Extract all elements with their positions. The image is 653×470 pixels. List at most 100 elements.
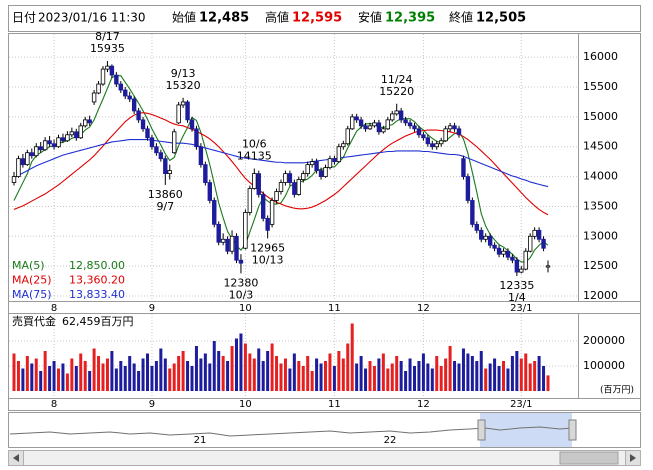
y-tick-label: 13500 [583, 199, 618, 212]
candle-body [296, 179, 301, 195]
volume-bar [475, 361, 479, 391]
candle-body [118, 83, 123, 91]
volume-bar [186, 361, 190, 391]
candle-body [470, 200, 475, 225]
candle-body [519, 268, 524, 273]
annotation-date: 10/3 [229, 288, 254, 301]
x-tick-label: 11 [328, 399, 341, 410]
scroll-thumb[interactable] [559, 451, 619, 465]
volume-bar [502, 361, 505, 391]
volume-bar [181, 351, 185, 391]
candle-body [20, 158, 26, 166]
candle-body [154, 146, 159, 154]
y-tick-label: 14000 [583, 170, 618, 183]
volume-bar [257, 348, 261, 391]
volume-bar [453, 361, 457, 391]
volume-bar [163, 358, 167, 391]
annotation-date: 9/7 [156, 200, 174, 213]
volume-bar [359, 356, 363, 391]
volume-bar [177, 356, 181, 391]
candle-body [505, 250, 511, 258]
navigator-label: 22 [384, 435, 397, 446]
annotation-value: 15220 [379, 85, 414, 98]
header-item-label: 始値 [172, 10, 196, 25]
navigator-handle[interactable] [477, 419, 486, 441]
volume-bar [381, 353, 385, 391]
candle-body [341, 143, 346, 148]
candle-body [114, 74, 119, 85]
volume-bar [61, 363, 65, 391]
candle-body [483, 235, 488, 240]
candle-body [376, 122, 382, 133]
volume-bar [123, 366, 127, 391]
navigator-selection[interactable] [480, 413, 572, 447]
candle-body [65, 134, 70, 142]
volume-bar [110, 351, 114, 391]
volume-bar [12, 353, 16, 391]
candle-body [176, 104, 181, 124]
volume-bar [444, 358, 448, 391]
volume-bar [172, 363, 176, 391]
volume-bar [306, 356, 310, 391]
candle-body [407, 122, 413, 127]
volume-bar [65, 373, 69, 391]
annotation-value: 14135 [237, 150, 272, 163]
candle-body [532, 229, 537, 237]
volume-bar [515, 351, 519, 391]
header-item-value: 12,505 [476, 11, 526, 26]
scrollbar[interactable] [8, 450, 641, 466]
volume-bar [16, 361, 20, 391]
candle-body [158, 152, 164, 160]
volume-bar [506, 368, 510, 391]
candle-body [243, 212, 248, 249]
candle-body [47, 140, 52, 145]
candle-body [416, 128, 422, 136]
y-tick-label: 12000 [583, 289, 618, 302]
volume-axis-unit: (百万円) [600, 385, 634, 396]
candle-body [349, 116, 355, 130]
annotation-value: 12380 [223, 276, 258, 289]
candle-body [479, 229, 484, 240]
candle-body [487, 235, 493, 246]
volume-bar [34, 358, 38, 391]
legend-label: MA(5) [12, 259, 45, 272]
volume-bar [21, 368, 25, 391]
candle-body [438, 140, 444, 145]
volume-bar [399, 361, 403, 391]
volume-bar [74, 366, 78, 391]
candle-body [185, 101, 190, 121]
candle-body [492, 244, 497, 249]
volume-bar [57, 368, 60, 391]
candle-body [314, 161, 319, 172]
candle-body [496, 247, 502, 255]
volume-bar [488, 363, 492, 391]
volume-bar [470, 356, 474, 391]
volume-bar [377, 358, 381, 391]
candle-body [216, 223, 221, 243]
annotation-date: 1/4 [508, 291, 526, 304]
volume-bar [226, 361, 230, 391]
volume-bar [390, 363, 394, 391]
volume-bar [88, 371, 92, 391]
navigator-handle[interactable] [568, 419, 577, 441]
volume-bar [25, 356, 29, 391]
volume-bar [479, 351, 483, 391]
volume-bar [510, 356, 514, 391]
candle-body [287, 173, 293, 183]
annotation-value: 15935 [90, 42, 125, 55]
candle-body [69, 131, 75, 136]
volume-bar [493, 358, 497, 391]
x-tick-label: 12 [417, 303, 430, 314]
volume-bar [484, 368, 488, 391]
volume-bar [141, 358, 145, 391]
annotation-date: 11/24 [381, 73, 413, 86]
annotation-value: 12965 [250, 241, 285, 254]
x-tick-label: 9 [149, 399, 155, 410]
legend-value: 13,833.40 [69, 288, 125, 301]
volume-unit: 百万円 [101, 315, 134, 328]
volume-bar [194, 346, 198, 391]
x-tick-label: 11 [328, 303, 341, 314]
volume-bar [430, 368, 434, 391]
candle-body [528, 235, 533, 252]
candle-body [136, 110, 141, 121]
